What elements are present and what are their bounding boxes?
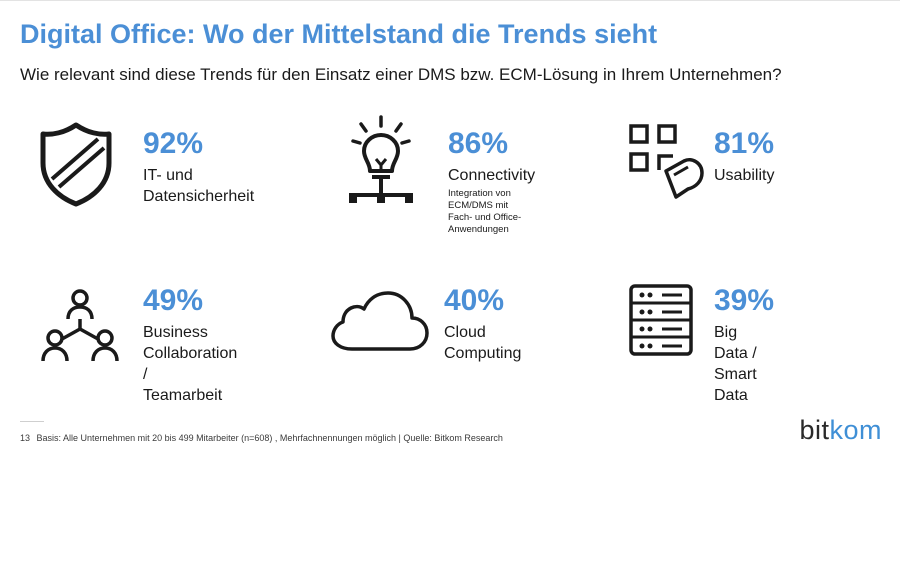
trend-percent: 92% [143,127,204,160]
trend-label: Cloud Computing [444,324,522,362]
server-icon [628,283,694,357]
lightbulb-icon [346,115,416,207]
touch-grid-icon [628,123,706,201]
trend-percent: 49% [143,284,204,317]
footer-source: 13 Basis: Alle Unternehmen mit 20 bis 49… [20,433,503,443]
trend-percent: 39% [714,284,775,317]
trend-percent: 81% [714,127,775,160]
trend-label: IT- und Datensicherheit [143,167,255,205]
trend-sublabel: Integration von ECM/DMS mit Fach- und Of… [448,188,522,235]
logo-part-kom: kom [829,415,882,445]
slide-subtitle: Wie relevant sind diese Trends für den E… [20,65,782,84]
page-number: 13 [20,433,31,443]
trend-label: Business Collaboration / Teamarbeit [143,324,238,404]
shield-icon [38,121,114,207]
source-note: Basis: Alle Unternehmen mit 20 bis 499 M… [36,433,503,443]
slide: Digital Office: Wo der Mittelstand die T… [0,0,900,446]
trend-percent: 86% [448,127,509,160]
slide-title: Digital Office: Wo der Mittelstand die T… [20,19,658,49]
footer-divider [20,421,44,422]
trend-percent: 40% [444,284,505,317]
team-icon [40,289,120,365]
trend-label: Connectivity [448,167,536,184]
logo-part-bit: bit [799,415,830,445]
trend-label: Big Data / Smart Data [714,324,757,404]
cloud-icon [330,287,430,353]
bitkom-logo: bitkom [799,415,882,446]
trend-label: Usability [714,167,775,184]
